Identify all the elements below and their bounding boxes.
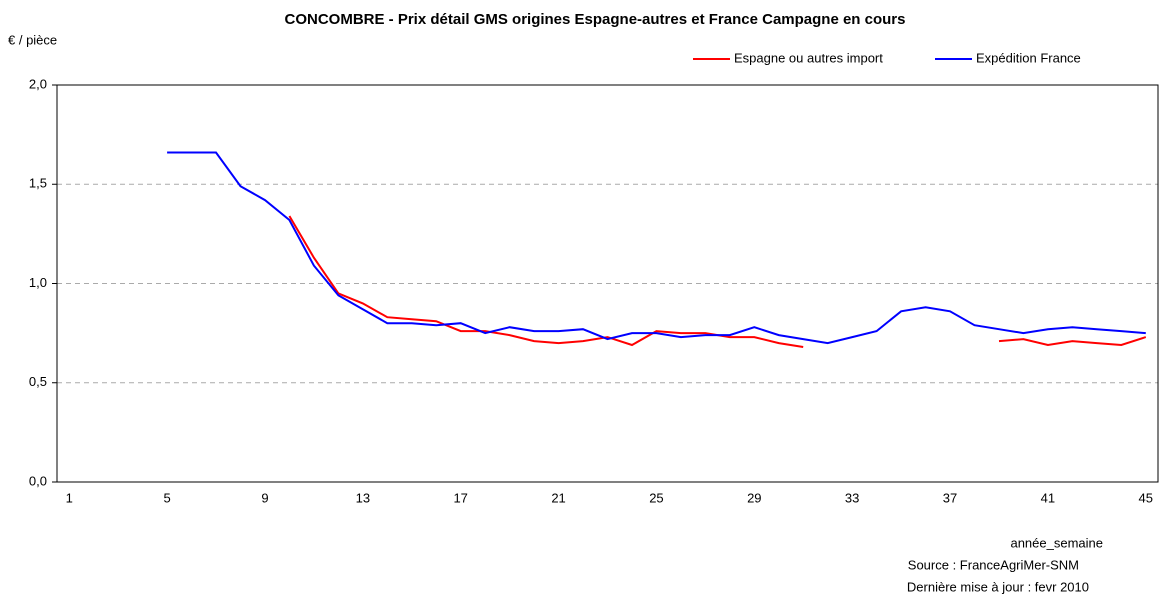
plot-frame — [56, 84, 1159, 483]
legend-label: Expédition France — [976, 50, 1081, 65]
x-axis-label: année_semaine — [1010, 535, 1103, 550]
x-tick-label: 9 — [261, 490, 268, 505]
x-tick-label: 13 — [356, 490, 370, 505]
y-tick-label: 0,0 — [29, 473, 47, 488]
x-tick-label: 29 — [747, 490, 761, 505]
y-axis-label: € / pièce — [8, 32, 57, 47]
chart-title: CONCOMBRE - Prix détail GMS origines Esp… — [285, 11, 906, 28]
x-tick-label: 41 — [1041, 490, 1055, 505]
source: Source : FranceAgriMer-SNM — [908, 557, 1079, 572]
legend-label: Espagne ou autres import — [734, 50, 883, 65]
x-tick-label: 5 — [163, 490, 170, 505]
y-tick-label: 1,0 — [29, 275, 47, 290]
y-tick-label: 2,0 — [29, 76, 47, 91]
series-line — [167, 151, 1146, 345]
update-note: Dernière mise à jour : fevr 2010 — [907, 579, 1089, 594]
y-tick-label: 0,5 — [29, 374, 47, 389]
x-tick-label: 25 — [649, 490, 663, 505]
x-tick-label: 17 — [453, 490, 467, 505]
x-tick-label: 33 — [845, 490, 859, 505]
x-tick-label: 21 — [551, 490, 565, 505]
x-tick-label: 37 — [943, 490, 957, 505]
x-tick-label: 45 — [1139, 490, 1153, 505]
series-line — [288, 215, 1147, 348]
x-tick-label: 1 — [66, 490, 73, 505]
y-tick-label: 1,5 — [29, 176, 47, 191]
